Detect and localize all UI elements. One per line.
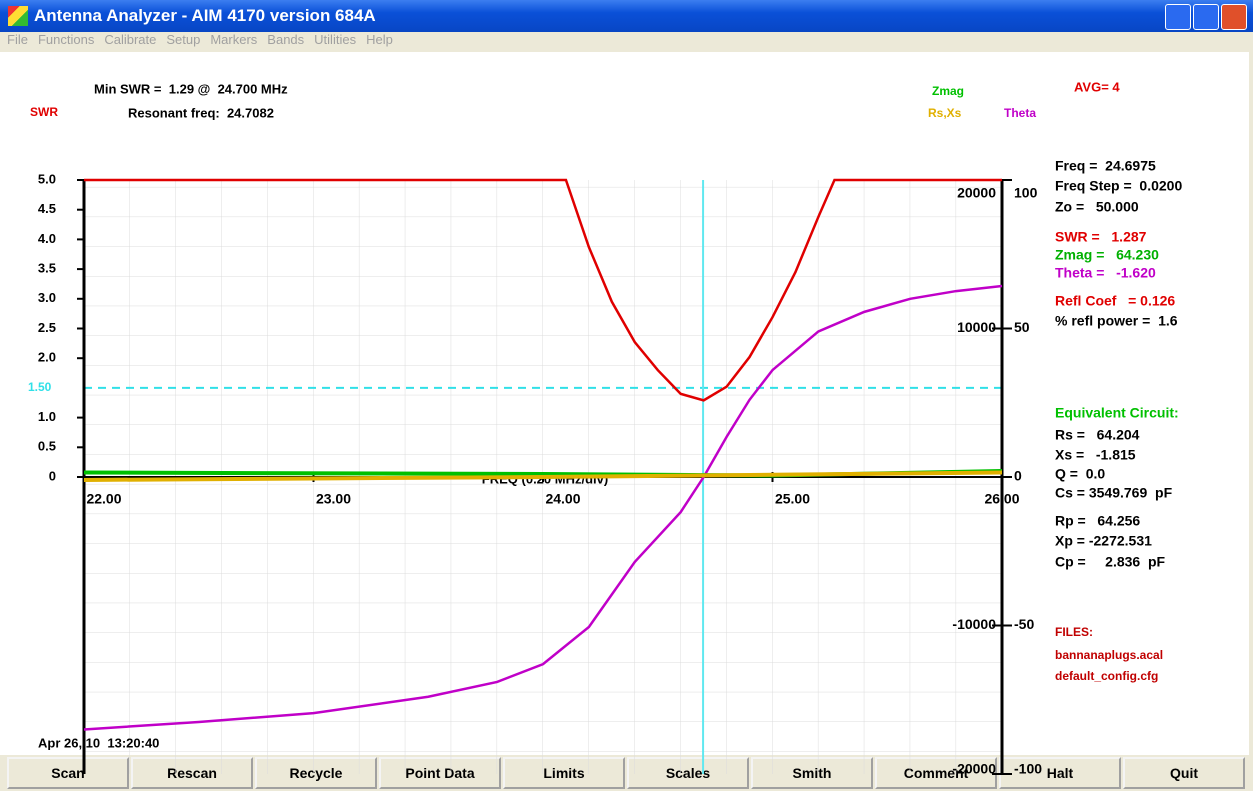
legend-label: Rs,Xs [928,106,962,120]
timestamp: Apr 26, 10 13:20:40 [38,735,159,750]
readout-line: SWR = 1.287 [1055,229,1147,245]
y2-tick-label: 0 [1014,468,1022,484]
y2-tick-label: 100 [1014,185,1038,201]
menu-item[interactable]: Functions [37,32,95,47]
y-tick-label: 0.5 [38,439,56,454]
y2-tick-label: -100 [1014,761,1042,777]
readout-line: Xs = -1.815 [1055,447,1136,463]
y3-tick-label: 20000 [957,185,996,201]
readout-line: Refl Coef = 0.126 [1055,293,1175,309]
readout-line: Cp = 2.836 pF [1055,554,1166,570]
y-tick-label: 5.0 [38,171,56,186]
legend-label: Theta [1004,106,1036,120]
menu-item[interactable]: File [7,32,28,47]
series-line [84,178,1002,402]
resonant-freq: Resonant freq: 24.7082 [128,105,274,120]
y3-tick-label: 10000 [957,319,996,335]
series-line [83,284,1003,731]
window-title: Antenna Analyzer - AIM 4170 version 684A [34,6,376,25]
x-tick-label: 22.00 [86,491,121,507]
readout-line: Q = 0.0 [1055,466,1105,482]
legend-label: Zmag [932,84,964,98]
y-tick-label: 3.5 [38,261,56,276]
readout-line: Zo = 50.000 [1055,199,1139,215]
y-tick-label: 2.5 [38,320,56,335]
readout: Freq = 24.6975 Freq Step = 0.0200 Zo = 50.… [1055,158,1182,683]
readout-line: Freq Step = 0.0200 [1055,178,1182,194]
y2-tick-label: -50 [1014,616,1034,632]
maximize-button[interactable] [1193,4,1219,30]
y-tick-label: 1.0 [38,409,56,424]
readout-line: FILES: [1055,625,1093,639]
y-axis-title: SWR [30,105,58,119]
menu-item[interactable]: Utilities [314,32,357,47]
menu-bar: File Functions Calibrate Setup Markers Bands U… [0,32,1253,52]
x-tick-label: 23.00 [316,491,351,507]
readout-line: Theta = -1.620 [1055,265,1156,281]
y-tick-label: 2.0 [38,350,56,365]
app-icon [8,6,28,26]
readout-line: Equivalent Circuit: [1055,405,1179,421]
minimize-button[interactable] [1165,4,1191,30]
menu-item[interactable]: Help [366,32,393,47]
readout-line: Cs = 3549.769 pF [1055,485,1173,501]
readout-line: Zmag = 64.230 [1055,247,1159,263]
y2-tick-label: 50 [1014,319,1030,335]
readout-line: Rp = 64.256 [1055,513,1140,529]
min-swr: Min SWR = 1.29 @ 24.700 MHz [94,81,288,96]
close-button[interactable] [1221,4,1247,30]
readout-line: % refl power = 1.6 [1055,313,1178,329]
y3-tick-label: -10000 [952,616,996,632]
x-tick-label: 25.00 [775,491,810,507]
y3-tick-label: -20000 [952,761,996,777]
readout-line: default_config.cfg [1055,669,1158,683]
readout-line: Freq = 24.6975 [1055,158,1156,174]
menu-item[interactable]: Setup [166,32,201,47]
y-tick-label: 3.0 [38,290,56,305]
x-tick-label: 24.00 [545,491,580,507]
readout-line: bannanaplugs.acal [1055,648,1163,662]
readout-line: Xp = -2272.531 [1055,533,1152,549]
title-bar: Antenna Analyzer - AIM 4170 version 684A [0,0,1253,32]
menu-item[interactable]: Bands [267,32,305,47]
y-tick-label: 4.0 [38,231,56,246]
y-tick-label: 4.5 [38,201,56,216]
x-tick-label: 26.00 [984,491,1019,507]
reference-label: 1.50 [28,380,52,394]
readout-line: Rs = 64.204 [1055,427,1140,443]
button[interactable]: Halt [999,757,1121,789]
button[interactable]: Quit [1123,757,1245,789]
series-line [83,470,1003,482]
menu-item[interactable]: Calibrate [104,32,157,47]
avg: AVG= 4 [1074,79,1120,94]
y-tick-label: 0 [49,468,56,483]
menu-item[interactable]: Markers [210,32,258,47]
